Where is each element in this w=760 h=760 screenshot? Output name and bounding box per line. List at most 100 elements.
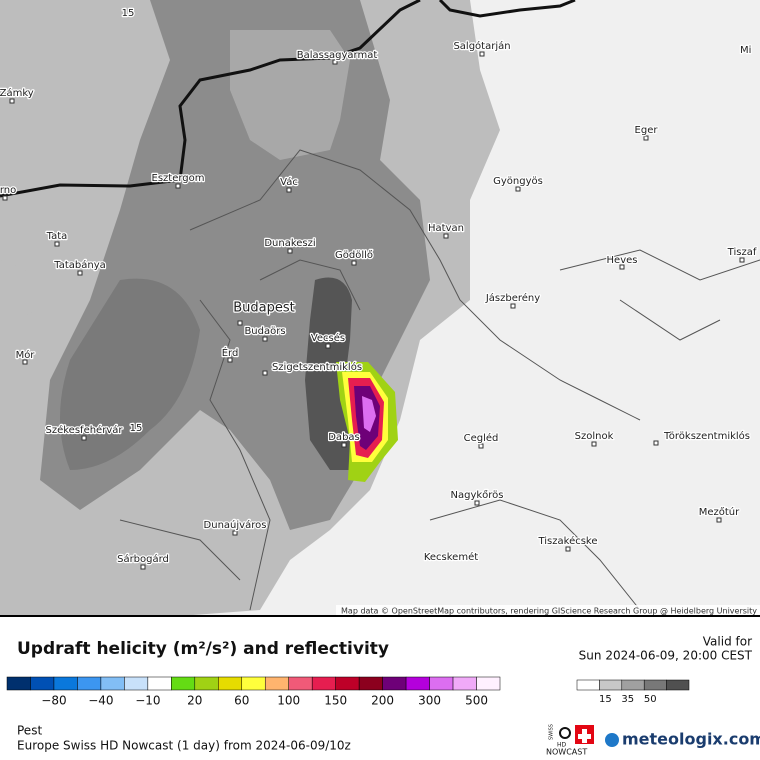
city-dot — [515, 186, 521, 192]
reflectivity-swatch — [621, 679, 645, 691]
city-dot — [739, 257, 745, 263]
colorbar-swatch — [147, 676, 172, 691]
city-dot — [9, 98, 15, 104]
colorbar-swatch — [358, 676, 383, 691]
city-label: Hatvan — [428, 223, 464, 234]
reflectivity-swatch — [666, 679, 690, 691]
city-label: Mi — [740, 45, 751, 56]
city-label: Nagykőrös — [450, 489, 503, 501]
colorbar-swatch — [30, 676, 55, 691]
colorbar-tick-label: −40 — [88, 694, 113, 708]
reflectivity-tick-label: 35 — [621, 694, 634, 705]
reflectivity-swatch — [599, 679, 623, 691]
city-dot — [237, 320, 243, 326]
city-label: Budaörs — [244, 326, 285, 337]
city-label: Gödöllő — [335, 249, 373, 261]
city-label: Tatabánya — [53, 259, 106, 271]
city-dot — [232, 530, 238, 536]
colorbar-tick-label: 20 — [187, 694, 202, 708]
brand-icon — [605, 733, 619, 747]
city-label: Vác — [280, 176, 298, 188]
city-label: Kecskemét — [424, 551, 478, 563]
colorbar-swatch — [335, 676, 360, 691]
colorbar-swatch — [288, 676, 313, 691]
colorbar-tick-label: 150 — [324, 694, 347, 708]
admin-border — [119, 149, 760, 611]
city-label: Érd — [222, 346, 239, 359]
city-dot — [22, 359, 28, 365]
city-label: Szigetszentmiklós — [272, 361, 362, 373]
colorbar-swatch — [6, 676, 31, 691]
shade-light — [0, 260, 45, 320]
colorbar-swatch — [53, 676, 78, 691]
city-dot — [227, 357, 233, 363]
city-dot — [262, 336, 268, 342]
city-label: Heves — [607, 255, 638, 266]
colorbar-swatch — [77, 676, 102, 691]
city-label: Szolnok — [575, 431, 614, 442]
colorbar-tick-label: 200 — [371, 694, 394, 708]
valid-label: Valid for — [703, 635, 752, 649]
city-label: Tiszaf — [727, 247, 757, 258]
city-dot — [565, 546, 571, 552]
city-label: Törökszentmiklós — [663, 430, 750, 442]
city-label: Gyöngyös — [493, 176, 543, 187]
city-dot — [591, 441, 597, 447]
reflectivity-swatch — [643, 679, 667, 691]
attribution: Map data © OpenStreetMap contributors, r… — [341, 607, 757, 616]
city-label: Dabas — [328, 432, 360, 443]
logo-text: HD — [557, 742, 567, 749]
colorbar-swatch — [124, 676, 149, 691]
city-dot — [478, 443, 484, 449]
city-dot — [643, 135, 649, 141]
colorbar-swatch — [452, 676, 477, 691]
reflectivity-tick-label: 15 — [599, 694, 612, 705]
city-dot — [54, 241, 60, 247]
city-label: Tiszakécske — [537, 535, 597, 547]
colorbar-tick-label: −10 — [135, 694, 160, 708]
city-label: Tata — [46, 231, 68, 242]
colorbar-swatch — [218, 676, 243, 691]
reflectivity-swatch — [576, 679, 600, 691]
model-run: Europe Swiss HD Nowcast (1 day) from 202… — [17, 739, 351, 753]
colorbar-swatch — [476, 676, 501, 691]
logo-text: SWISS — [549, 724, 555, 740]
city-dot — [479, 51, 485, 57]
map: Map data © OpenStreetMap contributors, r… — [0, 0, 760, 616]
attribution-bg — [336, 605, 760, 616]
city-label: Dunakeszi — [264, 238, 315, 249]
colorbar-tick-label: 100 — [277, 694, 300, 708]
city-dot — [619, 264, 625, 270]
city-dot — [325, 343, 331, 349]
colorbar-tick-label: 500 — [465, 694, 488, 708]
shade-light — [230, 30, 350, 160]
colorbar-swatch — [311, 676, 336, 691]
logo-text: NOWCAST — [546, 748, 587, 757]
city-label: Sárbogárd — [117, 553, 169, 565]
city-label: Salgótarján — [453, 40, 510, 52]
city-label: Mór — [16, 349, 36, 361]
country-border — [0, 0, 576, 198]
colorbar-swatch — [171, 676, 196, 691]
city-label: Mezőtúr — [699, 506, 740, 518]
colorbar-swatch — [264, 676, 289, 691]
city-label: Székesfehérvár — [46, 424, 124, 436]
city-dot — [351, 260, 357, 266]
city-dot — [140, 564, 146, 570]
colorbar-swatch — [194, 676, 219, 691]
city-label: Eger — [635, 125, 659, 136]
colorbar-swatch — [429, 676, 454, 691]
colorbar-swatch — [382, 676, 407, 691]
city-label: árno — [0, 184, 16, 196]
city-label: Vecsés — [311, 332, 345, 344]
city-label: Cegléd — [464, 432, 499, 444]
city-label: Jászberény — [485, 292, 540, 304]
city-dot — [287, 248, 293, 254]
city-dot — [653, 440, 659, 446]
city-dot — [77, 270, 83, 276]
brand: meteologix.com — [622, 730, 760, 749]
city-dot — [510, 303, 516, 309]
shade-dark — [60, 278, 200, 470]
city-dot — [341, 442, 347, 448]
